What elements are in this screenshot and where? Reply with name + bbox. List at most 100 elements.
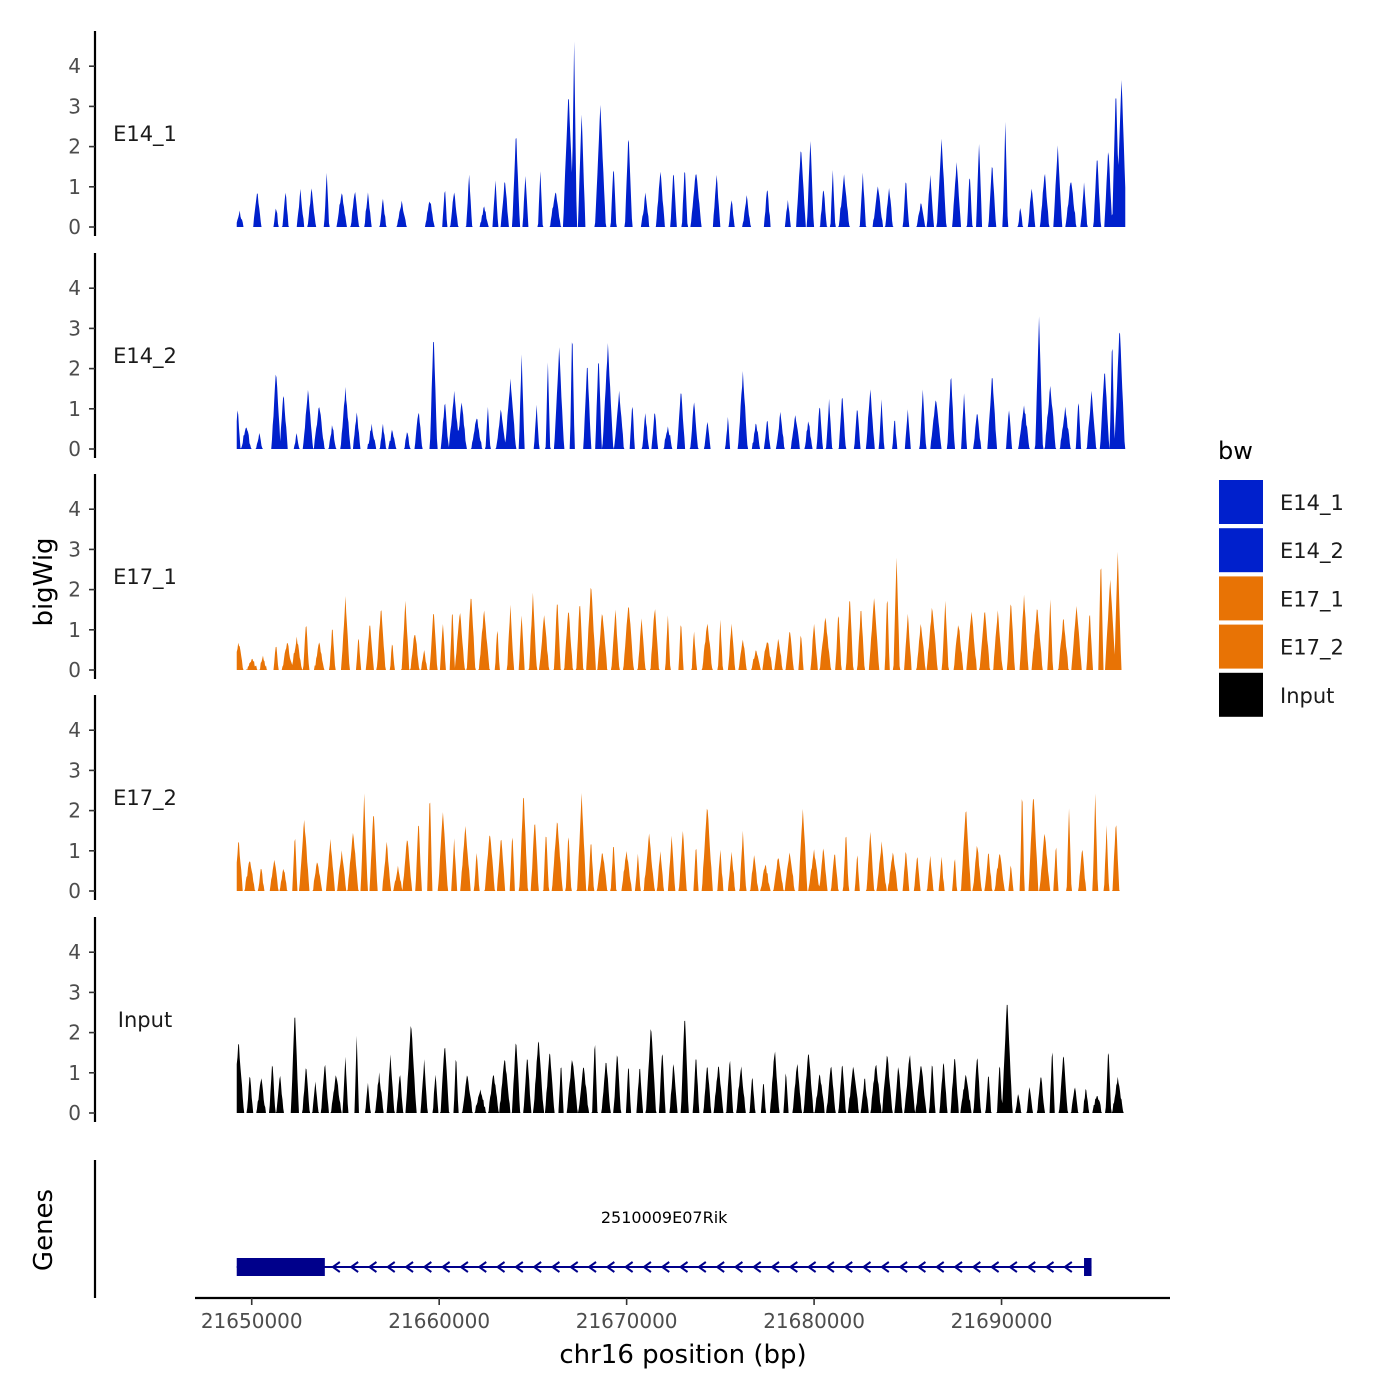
strand-arrow <box>715 1261 725 1273</box>
track-label: Input <box>118 1008 172 1032</box>
legend-swatch-E14_1 <box>1219 480 1263 524</box>
strand-arrow <box>587 1261 597 1273</box>
y-tick-label: 4 <box>68 276 81 300</box>
track-label: E14_1 <box>113 122 177 147</box>
legend: E14_1 E14_2 E17_1 E17_2 Input <box>1219 480 1344 717</box>
legend-swatch-E17_2 <box>1219 624 1263 669</box>
coverage-area-E14_1 <box>236 41 1126 227</box>
gene-exon <box>236 1258 325 1276</box>
strand-arrow <box>1008 1261 1018 1273</box>
track-panel-E14_2: 0 1 2 3 4 E14_2 <box>68 253 1126 461</box>
y-tick-label: 2 <box>68 578 81 602</box>
x-tick-label: 21690000 <box>951 1309 1053 1333</box>
x-tick-label: 21650000 <box>201 1309 303 1333</box>
y-tick-label: 0 <box>68 658 81 682</box>
strand-arrow <box>367 1261 378 1273</box>
x-tick-label: 21670000 <box>576 1309 678 1333</box>
strand-arrow <box>678 1261 689 1273</box>
strand-arrow <box>422 1261 432 1273</box>
strand-arrow <box>1044 1261 1055 1273</box>
x-axis: 21650000 21660000 21670000 21680000 21690000 <box>195 1296 1170 1333</box>
strand-arrow <box>440 1261 451 1273</box>
x-tick-label: 21680000 <box>763 1309 865 1333</box>
track-panel-E17_2: 0 1 2 3 4 E17_2 <box>68 695 1126 903</box>
legend-swatch-E17_1 <box>1219 576 1263 621</box>
strand-arrow <box>605 1261 615 1273</box>
y-tick-label: 4 <box>68 718 81 742</box>
y-tick-label: 0 <box>68 879 81 903</box>
legend-label-E17_1: E17_1 <box>1280 587 1344 612</box>
strand-arrow <box>898 1261 908 1273</box>
strand-arrow <box>861 1261 872 1273</box>
strand-arrow <box>806 1261 817 1273</box>
x-axis-title: chr16 position (bp) <box>559 1340 806 1370</box>
track-label: E17_2 <box>113 786 177 811</box>
coverage-area-E14_2 <box>236 316 1126 449</box>
legend-title: bw <box>1218 437 1253 465</box>
strand-arrow <box>733 1261 744 1273</box>
genes-panel: 2510009E07Rik <box>93 1160 1092 1298</box>
strand-arrow <box>514 1261 524 1273</box>
y-tick-label: 1 <box>68 839 81 863</box>
y-tick-label: 2 <box>68 357 81 381</box>
strand-arrow <box>569 1261 579 1273</box>
y-tick-label: 4 <box>68 54 81 78</box>
legend-label-Input: Input <box>1280 684 1334 708</box>
strand-arrow <box>989 1261 1000 1273</box>
strand-arrow <box>386 1261 396 1273</box>
x-tick-label: 21660000 <box>388 1309 490 1333</box>
strand-arrow <box>971 1261 981 1273</box>
y-tick-label: 0 <box>68 215 81 239</box>
coverage-area-Input <box>236 1004 1126 1113</box>
y-tick-label: 4 <box>68 940 81 964</box>
coverage-area-E17_1 <box>236 551 1126 670</box>
track-panel-E14_1: 0 1 2 3 4 E14_1 <box>68 31 1126 239</box>
y-axis-title: bigWig <box>29 537 59 626</box>
strand-arrow <box>1026 1261 1036 1273</box>
strand-arrow <box>331 1261 341 1273</box>
strand-arrow <box>953 1261 963 1273</box>
y-tick-label: 3 <box>68 316 81 340</box>
gene-exon <box>1084 1258 1092 1276</box>
legend-swatch-E14_2 <box>1219 528 1263 573</box>
track-label: E17_1 <box>113 565 177 590</box>
y-tick-label: 3 <box>68 980 81 1004</box>
strand-arrow <box>660 1261 670 1273</box>
gene-2510009E07Rik: 2510009E07Rik <box>236 1208 1092 1276</box>
strand-arrow <box>843 1261 853 1273</box>
y-tick-label: 4 <box>68 497 81 521</box>
track-label: E14_2 <box>113 344 177 369</box>
y-tick-label: 3 <box>68 537 81 561</box>
y-tick-label: 1 <box>68 397 81 421</box>
gene-name-label: 2510009E07Rik <box>601 1208 728 1227</box>
strand-arrow <box>495 1261 506 1273</box>
y-tick-label: 1 <box>68 175 81 199</box>
strand-arrow <box>404 1261 414 1273</box>
legend-label-E14_1: E14_1 <box>1280 491 1344 516</box>
legend-label-E17_2: E17_2 <box>1280 636 1344 661</box>
strand-arrow <box>550 1261 561 1273</box>
y-tick-label: 1 <box>68 618 81 642</box>
strand-arrow <box>623 1261 634 1273</box>
strand-arrow <box>752 1261 762 1273</box>
legend-swatch-Input <box>1219 672 1263 717</box>
strand-arrow <box>642 1261 652 1273</box>
genes-axis-title: Genes <box>29 1189 59 1271</box>
strand-arrow <box>880 1261 890 1273</box>
track-panel-E17_1: 0 1 2 3 4 E17_1 <box>68 474 1126 682</box>
y-tick-label: 3 <box>68 94 81 118</box>
strand-arrow <box>477 1261 487 1273</box>
strand-arrow <box>825 1261 835 1273</box>
strand-arrow <box>1063 1261 1073 1273</box>
track-panel-Input: 0 1 2 3 4 Input <box>68 917 1126 1125</box>
y-tick-label: 0 <box>68 437 81 461</box>
strand-arrow <box>697 1261 707 1273</box>
strand-arrow <box>459 1261 469 1273</box>
y-tick-label: 0 <box>68 1101 81 1125</box>
y-tick-label: 2 <box>68 135 81 159</box>
strand-arrow <box>935 1261 945 1273</box>
y-tick-label: 2 <box>68 799 81 823</box>
strand-arrow <box>916 1261 927 1273</box>
coverage-area-E17_2 <box>236 792 1126 891</box>
strand-arrow <box>532 1261 542 1273</box>
